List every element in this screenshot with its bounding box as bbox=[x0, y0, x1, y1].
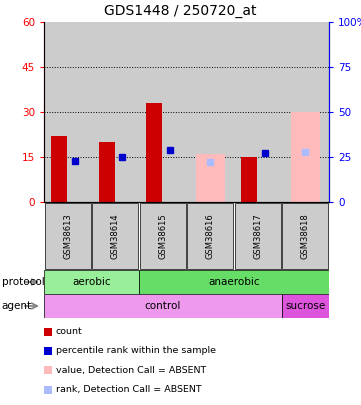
Text: GSM38616: GSM38616 bbox=[206, 213, 215, 259]
Bar bbox=[91, 22, 139, 202]
Text: GSM38615: GSM38615 bbox=[158, 213, 167, 259]
Text: aerobic: aerobic bbox=[72, 277, 111, 287]
Text: protocol: protocol bbox=[2, 277, 44, 287]
Bar bbox=[187, 22, 234, 202]
Bar bbox=[99, 142, 114, 202]
Bar bbox=[44, 22, 91, 202]
Bar bbox=[44, 347, 52, 355]
FancyBboxPatch shape bbox=[282, 202, 328, 269]
Text: percentile rank within the sample: percentile rank within the sample bbox=[56, 346, 216, 355]
FancyBboxPatch shape bbox=[140, 202, 186, 269]
FancyBboxPatch shape bbox=[44, 294, 282, 318]
Text: control: control bbox=[144, 301, 181, 311]
Text: GSM38618: GSM38618 bbox=[301, 213, 310, 259]
Bar bbox=[139, 22, 187, 202]
Text: value, Detection Call = ABSENT: value, Detection Call = ABSENT bbox=[56, 366, 206, 375]
Bar bbox=[44, 386, 52, 394]
Bar bbox=[242, 157, 257, 202]
Bar bbox=[44, 366, 52, 374]
Bar bbox=[196, 154, 225, 202]
FancyBboxPatch shape bbox=[139, 270, 329, 294]
Text: GSM38617: GSM38617 bbox=[253, 213, 262, 259]
Bar bbox=[51, 136, 67, 202]
Text: sucrose: sucrose bbox=[285, 301, 325, 311]
Text: GSM38613: GSM38613 bbox=[63, 213, 72, 259]
Text: GDS1448 / 250720_at: GDS1448 / 250720_at bbox=[104, 4, 257, 18]
FancyBboxPatch shape bbox=[92, 202, 138, 269]
Text: rank, Detection Call = ABSENT: rank, Detection Call = ABSENT bbox=[56, 385, 202, 394]
Bar bbox=[146, 103, 162, 202]
Bar bbox=[234, 22, 282, 202]
FancyBboxPatch shape bbox=[187, 202, 233, 269]
Bar bbox=[44, 328, 52, 335]
Text: count: count bbox=[56, 327, 83, 336]
Bar bbox=[291, 112, 319, 202]
FancyBboxPatch shape bbox=[282, 294, 329, 318]
Text: GSM38614: GSM38614 bbox=[111, 213, 120, 259]
FancyBboxPatch shape bbox=[235, 202, 280, 269]
Text: agent: agent bbox=[2, 301, 32, 311]
Bar bbox=[282, 22, 329, 202]
Text: anaerobic: anaerobic bbox=[208, 277, 260, 287]
FancyBboxPatch shape bbox=[44, 270, 139, 294]
FancyBboxPatch shape bbox=[45, 202, 91, 269]
